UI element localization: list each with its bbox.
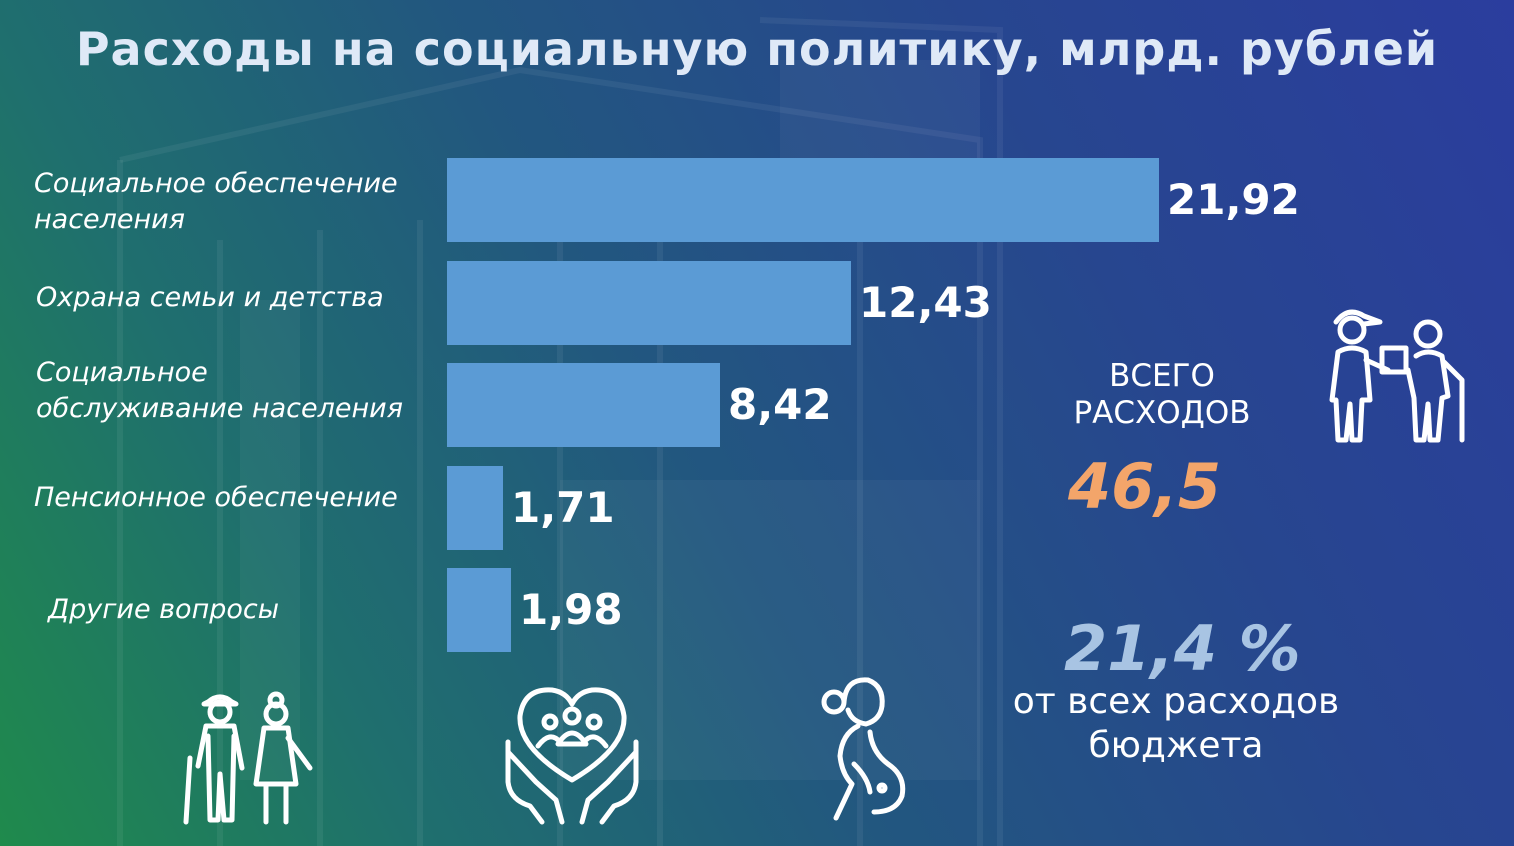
category-label: Охрана семьи и детства	[36, 282, 384, 313]
delivery-person-helping-elderly-icon	[1322, 300, 1482, 445]
hands-holding-heart-family-icon	[500, 682, 645, 827]
bar-value-label: 8,42	[728, 380, 832, 429]
bar-value-label: 21,92	[1167, 175, 1300, 224]
bar	[447, 568, 511, 652]
category-label: Пенсионное обеспечение	[34, 482, 398, 513]
bar-value-label: 1,71	[511, 482, 615, 532]
bar	[447, 260, 851, 345]
category-label: Социальное обеспечение населения	[34, 168, 398, 235]
share-value: 21,4 %	[1064, 612, 1301, 685]
elderly-couple-icon	[180, 688, 320, 828]
bar	[447, 158, 1159, 242]
category-label: Социальное обслуживание населения	[36, 357, 403, 424]
chart-title: Расходы на социальную политику, млрд. ру…	[75, 22, 1439, 76]
pregnant-woman-icon	[812, 672, 912, 822]
bar	[447, 363, 720, 447]
bar-value-label: 1,98	[519, 585, 623, 634]
total-label: ВСЕГО РАСХОДОВ	[1073, 358, 1251, 431]
total-value: 46,5	[1068, 450, 1221, 523]
share-label: от всех расходов бюджета	[1012, 681, 1340, 766]
category-label: Другие вопросы	[48, 594, 280, 625]
bar	[447, 465, 503, 550]
bar-value-label: 12,43	[859, 277, 992, 327]
